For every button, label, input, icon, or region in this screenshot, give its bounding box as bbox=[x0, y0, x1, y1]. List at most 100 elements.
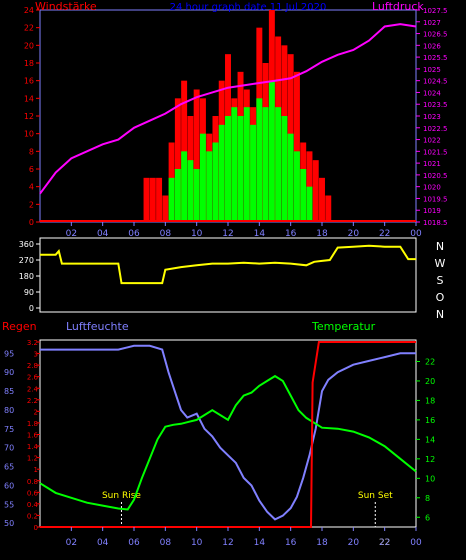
x-tick-label: 04 bbox=[97, 229, 109, 239]
temperature-label: Temperatur bbox=[311, 320, 376, 333]
x-tick-label: 08 bbox=[160, 229, 172, 239]
humidity-tick-label: 85 bbox=[4, 387, 14, 396]
x-tick-label: 14 bbox=[254, 229, 266, 239]
sun-annotation: Sun Set bbox=[358, 491, 393, 501]
wind-gust-bar bbox=[306, 151, 313, 222]
wind-mean-bar bbox=[225, 116, 231, 222]
pressure-tick-label: 1019.5 bbox=[423, 195, 448, 203]
pressure-series bbox=[39, 23, 417, 195]
wind-tick-label: 6 bbox=[29, 165, 34, 174]
rain-tick-label: 2.2 bbox=[27, 397, 38, 405]
rain-tick-label: 3.2 bbox=[27, 339, 38, 347]
rain-tick-label: 0 bbox=[34, 524, 38, 532]
wind-mean-bar bbox=[281, 116, 288, 222]
pressure-tick-label: 1024.5 bbox=[423, 78, 448, 86]
x-tick-label: 10 bbox=[191, 229, 203, 239]
x-tick-label-lower: 12 bbox=[222, 538, 233, 548]
x-tick-label: 22 bbox=[379, 229, 390, 239]
pressure-tick-label: 1023 bbox=[423, 113, 441, 121]
wind-tick-label: 20 bbox=[24, 41, 34, 50]
wind-bars bbox=[40, 10, 416, 223]
wind-mean-bar bbox=[231, 107, 238, 222]
wind-direction-plot-frame bbox=[39, 237, 417, 313]
temperature-tick-label: 16 bbox=[425, 416, 435, 425]
wind-tick-label: 14 bbox=[24, 94, 34, 103]
wind-tick-label: 0 bbox=[29, 218, 34, 227]
wind-mean-bar bbox=[199, 133, 206, 222]
wind-mean-bar bbox=[168, 177, 175, 222]
x-tick-label-lower: 20 bbox=[348, 538, 360, 548]
wind-mean-bar bbox=[218, 124, 225, 222]
wind-direction-series bbox=[40, 244, 416, 285]
rain-line bbox=[40, 341, 416, 528]
temperature-tick-label: 10 bbox=[425, 474, 435, 483]
temperature-tick-label: 12 bbox=[425, 455, 435, 464]
x-tick-label: 20 bbox=[348, 229, 360, 239]
wind-gust-bar bbox=[293, 71, 300, 222]
humidity-line bbox=[40, 344, 416, 521]
x-tick-label: 02 bbox=[66, 229, 77, 239]
wind-tick-label: 12 bbox=[24, 112, 34, 121]
temperature-tick-label: 18 bbox=[425, 396, 435, 405]
x-tick-label-lower: 00 bbox=[410, 538, 422, 548]
rain-tick-label: 1.4 bbox=[27, 443, 39, 451]
wind-mean-bar bbox=[293, 151, 300, 222]
humidity-tick-label: 65 bbox=[4, 463, 14, 472]
pressure-tick-label: 1025 bbox=[423, 66, 441, 74]
wind-tick-label: 2 bbox=[29, 200, 34, 209]
x-tick-label: 00 bbox=[410, 229, 422, 239]
chart-title: 24 hour graph date 11 Jul 2020 bbox=[170, 2, 327, 13]
compass-letter: N bbox=[436, 240, 444, 253]
rain-tick-label: 1.2 bbox=[27, 455, 38, 463]
pressure-tick-label: 1021.5 bbox=[423, 148, 448, 156]
temperature-tick-label: 20 bbox=[425, 377, 435, 386]
direction-tick-label: 90 bbox=[24, 288, 34, 297]
x-tick-label-lower: 16 bbox=[285, 538, 297, 548]
temperature-tick-label: 14 bbox=[425, 435, 435, 444]
pressure-label: Luftdruck bbox=[372, 0, 424, 13]
compass-letter: W bbox=[435, 257, 446, 270]
wind-gust-bar bbox=[149, 177, 156, 222]
x-tick-label-lower: 06 bbox=[128, 538, 140, 548]
pressure-tick-label: 1023.5 bbox=[423, 101, 448, 109]
wind-tick-label: 22 bbox=[24, 24, 34, 33]
wind-gust-bar bbox=[312, 160, 319, 222]
rain-tick-label: 0.6 bbox=[27, 489, 39, 497]
pressure-tick-label: 1019 bbox=[423, 207, 441, 215]
x-tick-label-lower: 22 bbox=[379, 538, 390, 548]
wind-tick-label: 24 bbox=[24, 6, 34, 15]
humidity-tick-label: 95 bbox=[4, 349, 14, 358]
wind-gust-bar bbox=[174, 98, 181, 222]
temperature-tick-label: 8 bbox=[425, 494, 430, 503]
rain-tick-label: 3 bbox=[34, 351, 38, 359]
wind-tick-label: 4 bbox=[29, 183, 34, 192]
humidity-label: Luftfeuchte bbox=[66, 320, 129, 333]
pressure-tick-label: 1027 bbox=[423, 19, 441, 27]
sun-annotation: Sun Rise bbox=[102, 491, 141, 501]
pressure-tick-label: 1026.5 bbox=[423, 31, 448, 39]
wind-mean-bar bbox=[212, 142, 219, 222]
x-tick-label-lower: 02 bbox=[66, 538, 77, 548]
pressure-tick-label: 1018.5 bbox=[423, 219, 448, 227]
wind-mean-bar bbox=[187, 160, 194, 222]
rain-tick-label: 0.4 bbox=[27, 501, 39, 509]
x-tick-label-lower: 04 bbox=[97, 538, 109, 548]
humidity-tick-label: 90 bbox=[4, 368, 14, 377]
wind-gust-bar bbox=[143, 177, 150, 222]
direction-tick-label: 180 bbox=[19, 272, 34, 281]
x-tick-label-lower: 10 bbox=[191, 538, 203, 548]
pressure-tick-label: 1027.5 bbox=[423, 7, 448, 15]
wind-mean-bar bbox=[300, 169, 307, 222]
rain-tick-label: 1.6 bbox=[27, 432, 39, 440]
rain-tick-label: 2 bbox=[34, 408, 38, 416]
direction-tick-label: 360 bbox=[19, 240, 34, 249]
sun-time-label: 22 bbox=[379, 538, 390, 548]
x-tick-label: 18 bbox=[316, 229, 328, 239]
rain-tick-label: 2.8 bbox=[27, 362, 38, 370]
rain-humidity-temp-series: Sun Rise Sun Set 22 bbox=[39, 341, 417, 548]
wind-strength-label: Windstärke bbox=[35, 0, 97, 13]
wind-mean-bar bbox=[275, 107, 282, 222]
wind-tick-label: 16 bbox=[24, 77, 34, 86]
rain-tick-label: 1.8 bbox=[27, 420, 38, 428]
